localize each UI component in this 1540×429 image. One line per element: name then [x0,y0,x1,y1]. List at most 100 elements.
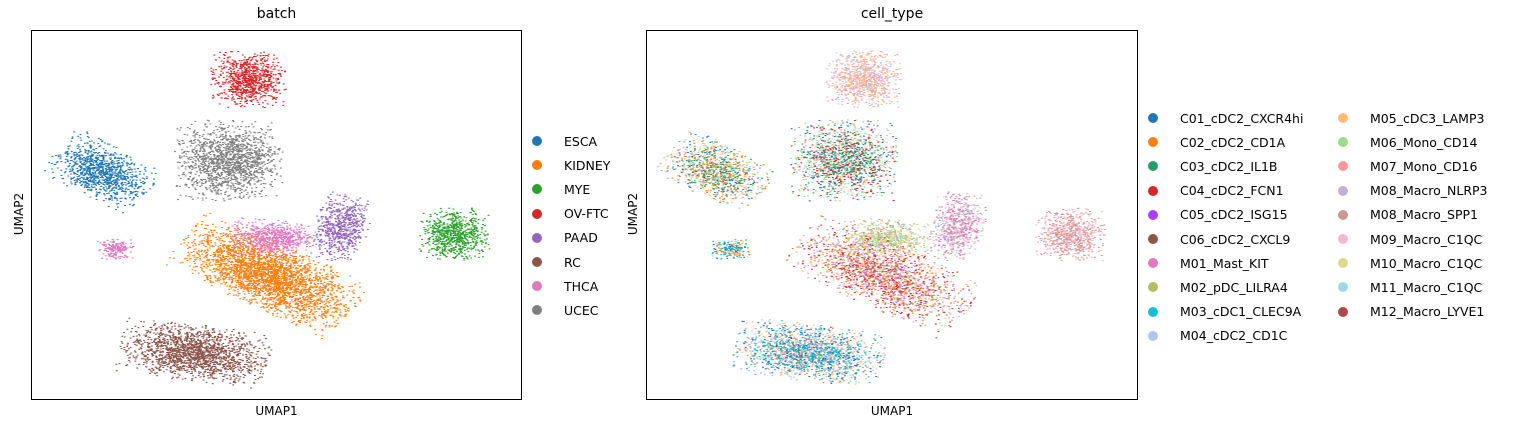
y-axis-label-cell-type: UMAP2 [626,192,640,236]
legend-column: M05_cDC3_LAMP3 M06_Mono_CD14 M07_Mono_CD16… [1336,106,1488,324]
legend-swatch [532,232,542,243]
legend-label: ESCA [564,133,598,149]
legend-item: M04_cDC2_CD1C [1146,324,1303,348]
umap-scatter-cell-type [657,50,1107,385]
legend-item: M07_Mono_CD16 [1336,154,1488,178]
legend-swatch [532,184,542,195]
legend-label: M02_pDC_LILRA4 [1180,279,1288,295]
legend-label: OV-FTC [564,206,609,222]
legend-item: THCA [530,274,610,298]
scatter-points-cell-type [788,224,966,339]
x-axis-label-batch: UMAP1 [255,404,298,418]
legend-label: M01_Mast_KIT [1180,255,1269,271]
legend-swatch [1338,161,1348,172]
legend-item: M05_cDC3_LAMP3 [1336,106,1488,130]
legend-swatch [1148,306,1158,317]
scatter-points-cell-type [673,121,899,204]
scatter-points-cell-type [844,218,933,257]
scatter-points-batch [418,207,491,261]
legend-swatch [1148,258,1158,269]
legend-item: C03_cDC2_IL1B [1146,154,1303,178]
scatter-points-batch [115,317,273,389]
legend-item: MYE [530,177,610,201]
legend-swatch [532,305,542,316]
scatter-points-cell-type [801,191,988,322]
legend-label: M03_cDC1_CLEC9A [1180,304,1302,320]
legend-label: M10_Macro_C1QC [1370,255,1483,271]
legend-swatch [1338,137,1348,148]
scatter-points-batch [165,212,365,340]
legend-swatch [1148,185,1158,196]
legend-item: M12_Macro_LYVE1 [1336,300,1488,324]
legend-item: M08_Macro_SPP1 [1336,203,1488,227]
legend-label: KIDNEY [564,157,611,173]
chart-title-cell-type: cell_type [860,6,924,22]
legend-item: C04_cDC2_FCN1 [1146,179,1303,203]
legend-item: M09_Macro_C1QC [1336,227,1488,251]
legend-item: RC [530,250,610,274]
legend-swatch [1148,234,1158,245]
legend-swatch [1148,113,1158,124]
legend-label: RC [564,254,581,270]
legend-swatch [1338,185,1348,196]
legend-item: M06_Mono_CD14 [1336,130,1488,154]
legend-item: C02_cDC2_CD1A [1146,130,1303,154]
scatter-points-batch [308,191,371,262]
legend-label: PAAD [564,230,598,246]
legend-column: ESCA KIDNEY MYE OV-FTC PAAD RC THCA UCEC [530,129,610,323]
y-axis-label-batch: UMAP2 [12,192,26,236]
legend-label: M07_Mono_CD16 [1370,158,1478,174]
legend-label: M04_cDC2_CD1C [1180,328,1288,344]
legend-swatch [1148,161,1158,172]
legend-swatch [532,136,542,147]
legend-label: M06_Mono_CD14 [1370,134,1478,150]
legend-item: M08_Macro_NLRP3 [1336,179,1488,203]
legend-column: C01_cDC2_CXCR4hi C02_cDC2_CD1A C03_cDC2_IL… [1146,106,1303,348]
legend-label: C02_cDC2_CD1A [1180,134,1286,150]
legend-item: ESCA [530,129,610,153]
legend-swatch [1338,282,1348,293]
legend-item: PAAD [530,226,610,250]
legend-item: KIDNEY [530,153,610,177]
legend-label: C03_cDC2_IL1B [1180,158,1278,174]
x-axis-label-cell-type: UMAP1 [870,404,914,418]
legend-swatch [1148,209,1158,220]
plot-area-cell-type [646,30,1138,400]
umap-scatter-batch [44,50,491,389]
legend-swatch [532,208,542,219]
legend-label: THCA [564,278,599,294]
scatter-points-batch [173,119,284,202]
legend-item: M03_cDC1_CLEC9A [1146,300,1303,324]
legend-swatch [1338,209,1348,220]
scatter-points-cell-type [790,123,976,328]
legend-item: M11_Macro_C1QC [1336,275,1488,299]
legend-item: M10_Macro_C1QC [1336,251,1488,275]
scatter-points-batch [44,131,157,214]
legend-label: C01_cDC2_CXCR4hi [1180,110,1304,126]
legend-item: UCEC [530,298,610,322]
legend-swatch [1338,306,1348,317]
plot-area-batch [31,30,522,400]
legend-label: M12_Macro_LYVE1 [1370,304,1485,320]
legend-swatch [1338,258,1348,269]
legend-label: UCEC [564,302,599,318]
legend-swatch [532,160,542,171]
scatter-points-batch [96,217,317,260]
legend-item: M01_Mast_KIT [1146,251,1303,275]
scatter-points-cell-type [659,119,1106,384]
legend-label: C05_cDC2_ISG15 [1180,207,1288,223]
legend-label: M08_Macro_NLRP3 [1370,183,1488,199]
legend-item: M02_pDC_LILRA4 [1146,275,1303,299]
scatter-points-cell-type [711,239,885,384]
legend-swatch [1148,137,1158,148]
legend-label: C06_cDC2_CXCL9 [1180,231,1291,247]
legend-swatch [1148,330,1158,341]
legend-label: M08_Macro_SPP1 [1370,207,1478,223]
legend-swatch [532,281,542,292]
legend-item: C01_cDC2_CXCR4hi [1146,106,1303,130]
legend-item: C05_cDC2_ISG15 [1146,203,1303,227]
legend-label: M09_Macro_C1QC [1370,231,1483,247]
legend-item: OV-FTC [530,202,610,226]
legend-label: M11_Macro_C1QC [1370,279,1483,295]
legend-swatch [1338,113,1348,124]
